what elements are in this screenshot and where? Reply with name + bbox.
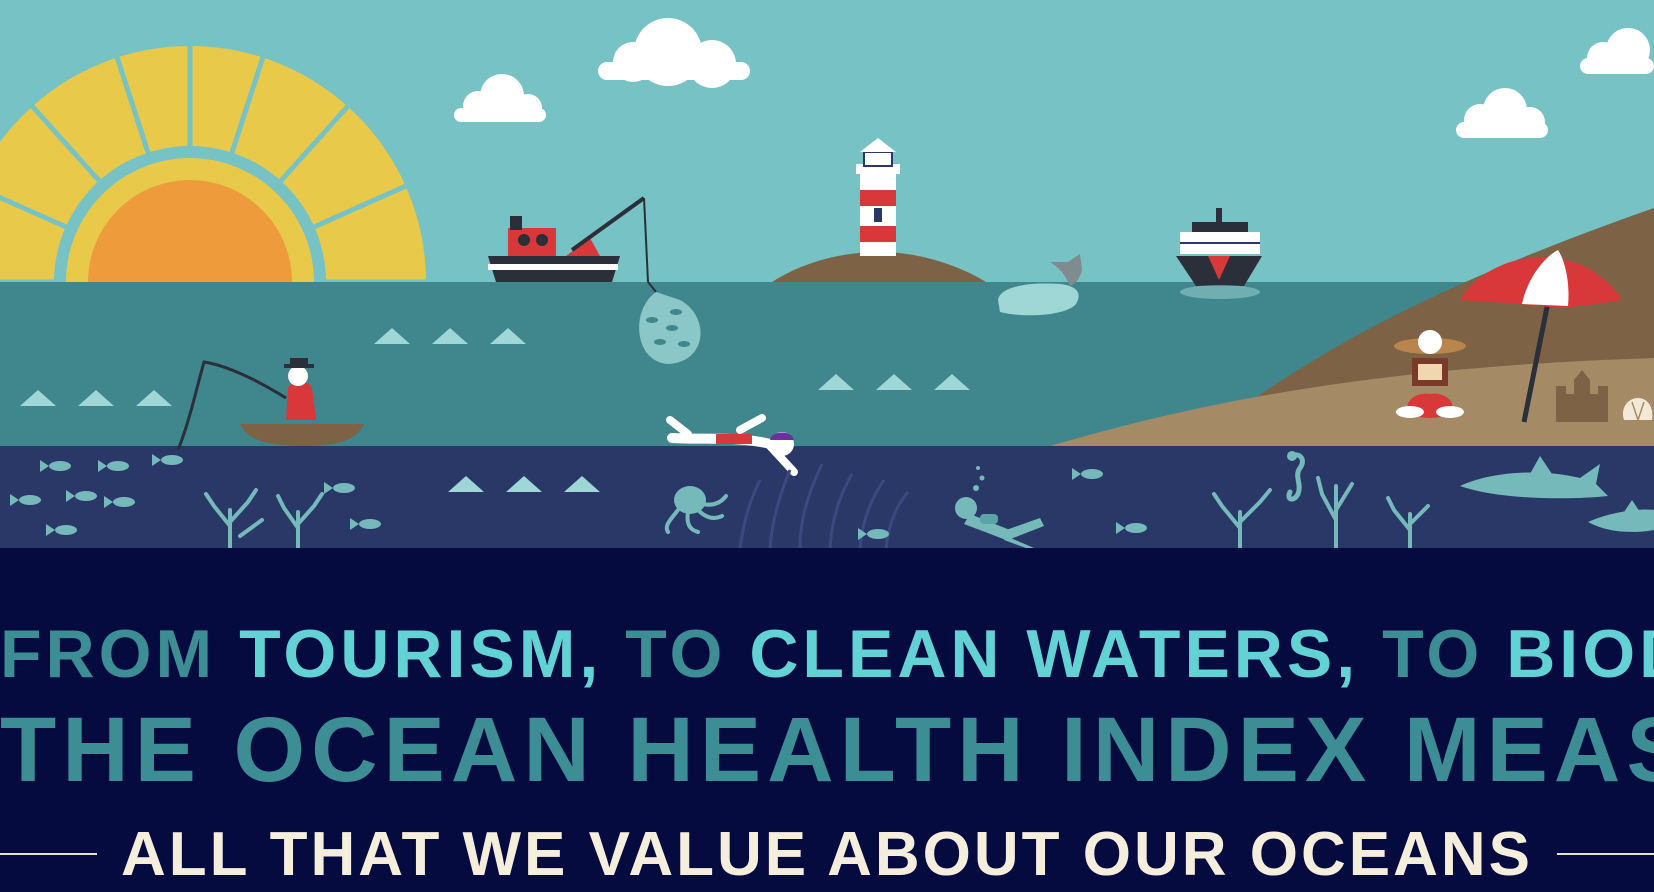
fish-icon xyxy=(10,494,41,506)
wave-icon xyxy=(448,476,600,492)
container-ship-icon xyxy=(1176,208,1262,299)
headline-line-3: ALL THAT WE VALUE ABOUT OUR OCEANS xyxy=(0,814,1654,892)
wave-icon xyxy=(374,328,526,344)
cloud-icon xyxy=(598,18,750,88)
seashell-icon xyxy=(1622,398,1653,421)
fish-icon xyxy=(66,490,97,502)
diver-icon xyxy=(955,466,1044,548)
wave-icon xyxy=(818,374,970,390)
word-biodiversity: BIODIVERSITY, xyxy=(1506,616,1654,692)
island xyxy=(772,252,986,282)
shark-icon xyxy=(1588,500,1654,532)
coral-icon xyxy=(1386,496,1430,548)
sea-deep xyxy=(0,446,1654,548)
seagrass xyxy=(738,463,910,548)
sandcastle-icon xyxy=(1556,370,1608,422)
whale-icon xyxy=(998,254,1082,316)
sun-icon xyxy=(0,40,426,282)
right-divider xyxy=(1557,853,1654,855)
fish-icon xyxy=(1072,468,1103,480)
fisherman-boat-icon xyxy=(176,358,364,451)
tagline: ALL THAT WE VALUE ABOUT OUR OCEANS xyxy=(121,819,1533,889)
word-to-1: TO xyxy=(625,616,727,692)
shark-icon xyxy=(1460,456,1608,499)
coral-icon xyxy=(1316,476,1354,548)
fish-icon xyxy=(104,496,135,508)
swimmer-icon xyxy=(666,414,798,476)
fish-icon xyxy=(46,524,77,536)
net-icon xyxy=(639,281,701,364)
cloud-icon xyxy=(1456,88,1548,138)
headline-line-1: FROM TOURISM, TO CLEAN WATERS, TO BIODIV… xyxy=(0,614,1654,694)
headline-line-2: THE OCEAN HEALTH INDEX MEASURES xyxy=(0,699,1654,801)
coral-icon xyxy=(276,492,324,548)
fish-icon xyxy=(98,460,129,472)
ocean-scene xyxy=(0,0,1654,548)
fish-icon xyxy=(350,518,381,530)
left-divider xyxy=(0,853,97,855)
fish-icon xyxy=(324,482,355,494)
beach-sand xyxy=(1050,358,1654,446)
octopus-icon xyxy=(664,486,728,534)
cloud-icon xyxy=(454,74,546,122)
seahorse-icon xyxy=(1286,451,1305,502)
word-tourism: TOURISM, xyxy=(239,616,603,692)
fish-icon xyxy=(40,460,71,472)
beach-umbrella-icon xyxy=(1460,250,1622,423)
coral-icon xyxy=(1212,488,1272,548)
fish-icon xyxy=(1116,522,1147,534)
word-clean-waters: CLEAN WATERS, xyxy=(749,616,1360,692)
coral-icon xyxy=(204,488,264,548)
fish-icon xyxy=(858,528,889,540)
fish-icon xyxy=(152,454,183,466)
wave-icon xyxy=(20,390,172,406)
headline-banner: FROM TOURISM, TO CLEAN WATERS, TO BIODIV… xyxy=(0,548,1654,892)
reading-person-icon xyxy=(1394,330,1466,418)
word-from: FROM xyxy=(0,616,217,692)
word-to-2: TO xyxy=(1382,616,1484,692)
lighthouse-icon xyxy=(856,138,900,256)
fishing-trawler-icon xyxy=(488,196,649,283)
cloud-icon xyxy=(1580,28,1654,74)
